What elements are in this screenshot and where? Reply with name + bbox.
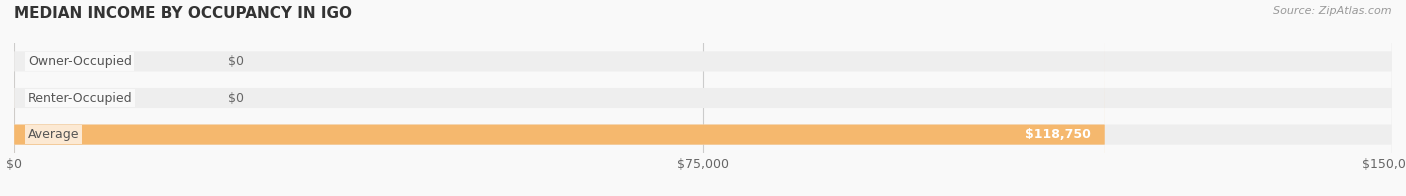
Text: $0: $0 xyxy=(228,55,243,68)
FancyBboxPatch shape xyxy=(14,0,1105,196)
Text: Owner-Occupied: Owner-Occupied xyxy=(28,55,132,68)
Text: $0: $0 xyxy=(228,92,243,104)
FancyBboxPatch shape xyxy=(14,0,1392,196)
Text: Renter-Occupied: Renter-Occupied xyxy=(28,92,132,104)
FancyBboxPatch shape xyxy=(14,0,1392,196)
Text: $118,750: $118,750 xyxy=(1025,128,1091,141)
Text: MEDIAN INCOME BY OCCUPANCY IN IGO: MEDIAN INCOME BY OCCUPANCY IN IGO xyxy=(14,6,352,21)
FancyBboxPatch shape xyxy=(14,0,1392,196)
Text: Average: Average xyxy=(28,128,79,141)
Text: Source: ZipAtlas.com: Source: ZipAtlas.com xyxy=(1274,6,1392,16)
